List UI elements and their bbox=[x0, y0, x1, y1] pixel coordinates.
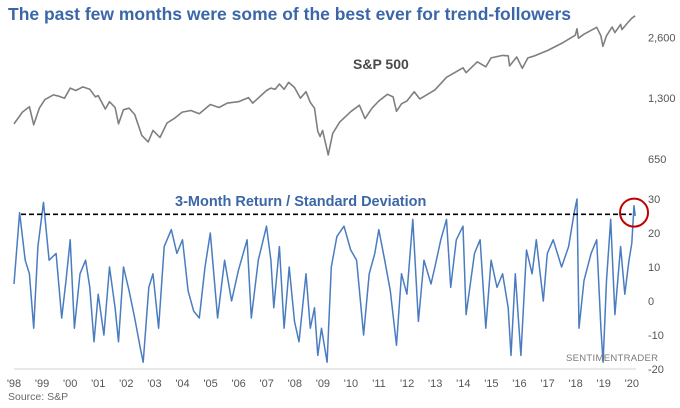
x-tick-label: '14 bbox=[456, 378, 470, 390]
sp500-y-tick-label: 2,600 bbox=[648, 33, 676, 45]
x-tick-label: '04 bbox=[175, 378, 189, 390]
x-tick-label: '20 bbox=[625, 378, 639, 390]
sp500-line bbox=[13, 15, 636, 156]
source-note: Source: S&P bbox=[8, 391, 69, 403]
ratio-y-tick-label: 30 bbox=[648, 194, 660, 206]
ratio-y-tick-label: -10 bbox=[648, 330, 664, 342]
x-tick-label: '06 bbox=[231, 378, 245, 390]
sp500-panel: S&P 500 650 1,300 2,600 bbox=[13, 15, 676, 166]
x-tick-label: '08 bbox=[288, 378, 302, 390]
x-tick-label: '03 bbox=[147, 378, 161, 390]
chart-title: The past few months were some of the bes… bbox=[8, 4, 572, 24]
x-tick-label: '18 bbox=[568, 378, 582, 390]
highlight-circle bbox=[619, 197, 650, 228]
x-tick-label: '00 bbox=[63, 378, 77, 390]
ratio-panel-title: 3-Month Return / Standard Deviation bbox=[175, 194, 426, 210]
ratio-y-tick-label: 20 bbox=[648, 228, 660, 240]
x-tick-label: '01 bbox=[91, 378, 105, 390]
x-tick-label: '98 bbox=[7, 378, 21, 390]
sp500-y-tick-label: 1,300 bbox=[648, 93, 676, 105]
ratio-panel: -20 -10 0 10 20 30 '98 '99 '00 '01 '02 '03 '04 '05 '0… bbox=[7, 194, 664, 390]
x-tick-label: '99 bbox=[35, 378, 49, 390]
ratio-y-axis: -20 -10 0 10 20 30 bbox=[648, 194, 664, 376]
x-tick-label: '05 bbox=[203, 378, 217, 390]
x-tick-label: '16 bbox=[512, 378, 526, 390]
x-tick-label: '12 bbox=[400, 378, 414, 390]
x-tick-label: '10 bbox=[344, 378, 358, 390]
ratio-y-tick-label: -20 bbox=[648, 364, 664, 376]
x-tick-label: '07 bbox=[260, 378, 274, 390]
sp500-panel-title: S&P 500 bbox=[353, 56, 409, 72]
sp500-y-axis: 650 1,300 2,600 bbox=[648, 33, 676, 166]
x-tick-label: '09 bbox=[316, 378, 330, 390]
x-tick-label: '11 bbox=[372, 378, 386, 390]
x-tick-label: '13 bbox=[428, 378, 442, 390]
x-tick-label: '19 bbox=[597, 378, 611, 390]
x-tick-label: '02 bbox=[119, 378, 133, 390]
ratio-y-tick-label: 10 bbox=[648, 262, 660, 274]
sp500-y-tick-label: 650 bbox=[648, 154, 666, 166]
ratio-y-tick-label: 0 bbox=[648, 296, 654, 308]
x-axis: '98 '99 '00 '01 '02 '03 '04 '05 '06 '07 '08 '09 '10 '… bbox=[7, 378, 639, 390]
x-tick-label: '15 bbox=[484, 378, 498, 390]
watermark: SENTIMENTRADER bbox=[566, 353, 658, 364]
x-tick-label: '17 bbox=[540, 378, 554, 390]
ratio-line bbox=[13, 198, 636, 363]
